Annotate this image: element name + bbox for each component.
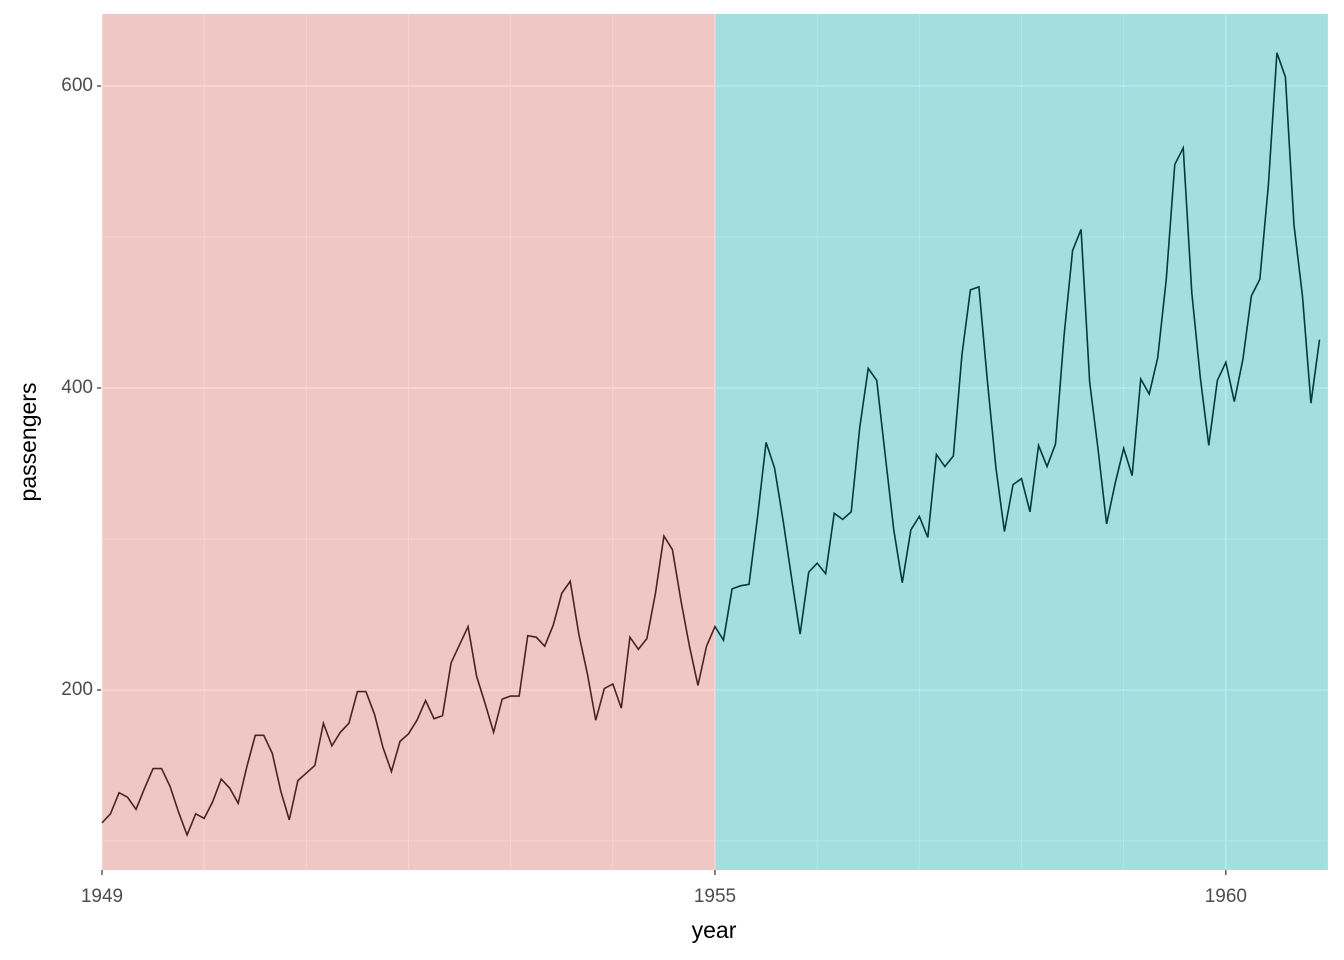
x-axis-title: year xyxy=(692,917,737,943)
data-line xyxy=(101,52,1321,838)
y-tick-label: 600 xyxy=(61,75,93,96)
x-tick-label: 1960 xyxy=(1205,886,1247,907)
region xyxy=(715,14,1328,870)
x-tick-label: 1955 xyxy=(694,886,736,907)
x-tick-label: 1949 xyxy=(81,886,123,907)
y-tick-label: 200 xyxy=(61,679,93,700)
region xyxy=(102,14,715,870)
y-axis-title: passengers xyxy=(15,383,41,502)
y-tick-label: 400 xyxy=(61,377,93,398)
